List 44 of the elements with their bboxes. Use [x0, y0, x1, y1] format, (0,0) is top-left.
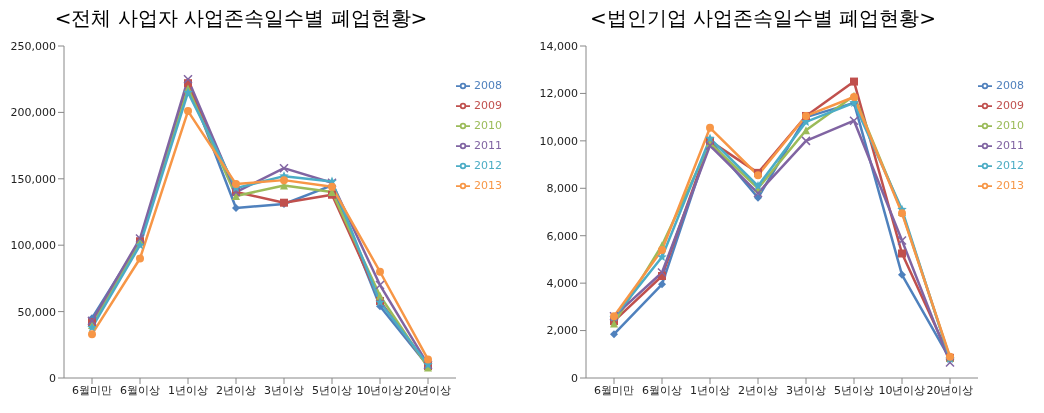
x-tick-label: 5년이상 — [834, 383, 874, 397]
legend-label: 2013 — [474, 179, 502, 192]
y-tick-label: 6,000 — [546, 229, 578, 243]
x-tick-label: 1년이상 — [168, 383, 208, 397]
chart-title: <법인기업 사업존속일수별 폐업현황> — [588, 5, 938, 32]
y-tick-label: 0 — [49, 371, 56, 385]
y-tick-label: 2,000 — [546, 324, 578, 338]
x-tick-label: 1년이상 — [690, 383, 730, 397]
y-tick-label: 14,000 — [539, 39, 578, 53]
legend-label: 2008 — [996, 79, 1024, 92]
y-tick-label: 10,000 — [539, 134, 578, 148]
x-tick-label: 6월이상 — [642, 383, 682, 397]
x-tick-label: 3년이상 — [264, 383, 304, 397]
y-tick-label: 4,000 — [546, 277, 578, 291]
legend-label: 2011 — [996, 139, 1024, 152]
legend-label: 2013 — [996, 179, 1024, 192]
legend-label: 2010 — [996, 119, 1024, 132]
y-tick-label: 100,000 — [10, 239, 56, 253]
x-tick-label: 10년이상 — [356, 383, 404, 397]
y-tick-label: 0 — [571, 371, 578, 385]
y-tick-label: 12,000 — [539, 87, 578, 101]
legend-label: 2012 — [996, 159, 1024, 172]
x-tick-label: 6월이상 — [120, 383, 160, 397]
x-tick-label: 3년이상 — [786, 383, 826, 397]
legend-label: 2009 — [474, 99, 502, 112]
legend-label: 2008 — [474, 79, 502, 92]
x-tick-label: 10년이상 — [878, 383, 926, 397]
y-tick-label: 250,000 — [10, 39, 56, 53]
x-tick-label: 6월미만 — [72, 383, 112, 397]
x-tick-label: 2년이상 — [216, 383, 256, 397]
x-tick-label: 2년이상 — [738, 383, 778, 397]
x-tick-label: 6월미만 — [594, 383, 634, 397]
x-tick-label: 5년이상 — [312, 383, 352, 397]
y-tick-label: 150,000 — [10, 172, 56, 186]
legend-label: 2009 — [996, 99, 1024, 112]
y-tick-label: 200,000 — [10, 106, 56, 120]
y-tick-label: 50,000 — [17, 305, 56, 319]
y-tick-label: 8,000 — [546, 182, 578, 196]
legend-label: 2010 — [474, 119, 502, 132]
x-tick-label: 20년이상 — [404, 383, 452, 397]
x-tick-label: 20년이상 — [926, 383, 974, 397]
legend-label: 2011 — [474, 139, 502, 152]
chart-title: <전체 사업자 사업존속일수별 폐업현황> — [53, 5, 429, 32]
legend-label: 2012 — [474, 159, 502, 172]
